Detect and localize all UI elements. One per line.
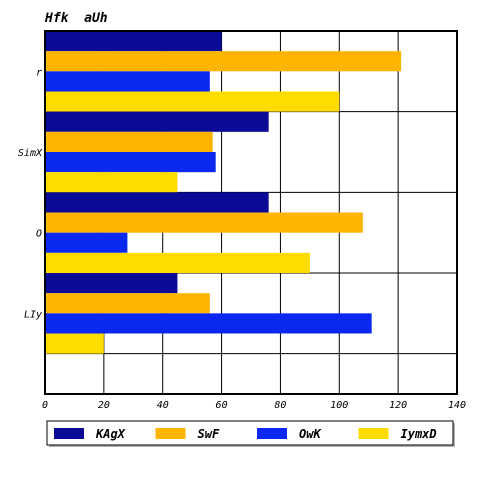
x-tick-label: 60 bbox=[216, 400, 228, 411]
x-tick-label: 0 bbox=[42, 400, 48, 411]
bar-iymxd-liy bbox=[45, 333, 104, 354]
bar-kagx-o bbox=[45, 192, 269, 213]
bar-swf-r bbox=[45, 51, 402, 72]
legend-swatch-kagx bbox=[54, 428, 84, 439]
legend-swatch-swf bbox=[155, 428, 186, 439]
y-axis-labels: r SimX O LIy bbox=[18, 67, 43, 320]
x-axis-tick-labels: 0 20 40 60 80 100 120 140 bbox=[42, 400, 466, 411]
y-category-label: SimX bbox=[18, 148, 43, 159]
bars bbox=[45, 31, 402, 354]
legend-label-swf: SwF bbox=[198, 427, 220, 441]
legend-label-owk: OwK bbox=[299, 427, 322, 441]
bar-kagx-simx bbox=[45, 111, 269, 132]
bar-kagx-liy bbox=[45, 273, 178, 294]
bar-owk-r bbox=[45, 71, 210, 92]
chart-title: Hfk aUh bbox=[44, 11, 108, 26]
x-tick-label: 120 bbox=[389, 400, 407, 411]
bar-swf-o bbox=[45, 212, 363, 233]
bar-swf-simx bbox=[45, 131, 213, 152]
bar-owk-o bbox=[45, 232, 128, 253]
legend-swatch-iymxd bbox=[358, 428, 389, 439]
x-tick-label: 80 bbox=[274, 400, 286, 411]
plot-frame bbox=[44, 30, 458, 395]
x-tick-label: 20 bbox=[98, 400, 110, 411]
x-tick-label: 140 bbox=[448, 400, 466, 411]
bar-owk-simx bbox=[45, 152, 216, 173]
x-tick-label: 40 bbox=[157, 400, 169, 411]
legend: KAgX SwF OwK IymxD bbox=[46, 420, 455, 447]
bar-swf-liy bbox=[45, 293, 210, 314]
bar-iymxd-o bbox=[45, 252, 310, 273]
legend-label-kagx: KAgX bbox=[95, 427, 126, 441]
bar-owk-liy bbox=[45, 313, 372, 334]
legend-swatch-owk bbox=[257, 428, 287, 439]
bar-iymxd-simx bbox=[45, 172, 178, 193]
y-category-label: O bbox=[36, 229, 42, 240]
y-category-label: r bbox=[36, 67, 42, 78]
bar-kagx-r bbox=[45, 31, 222, 52]
y-category-label: LIy bbox=[24, 309, 42, 320]
x-tick-label: 100 bbox=[330, 400, 348, 411]
legend-label-iymxd: IymxD bbox=[401, 427, 437, 441]
bar-iymxd-r bbox=[45, 91, 340, 112]
